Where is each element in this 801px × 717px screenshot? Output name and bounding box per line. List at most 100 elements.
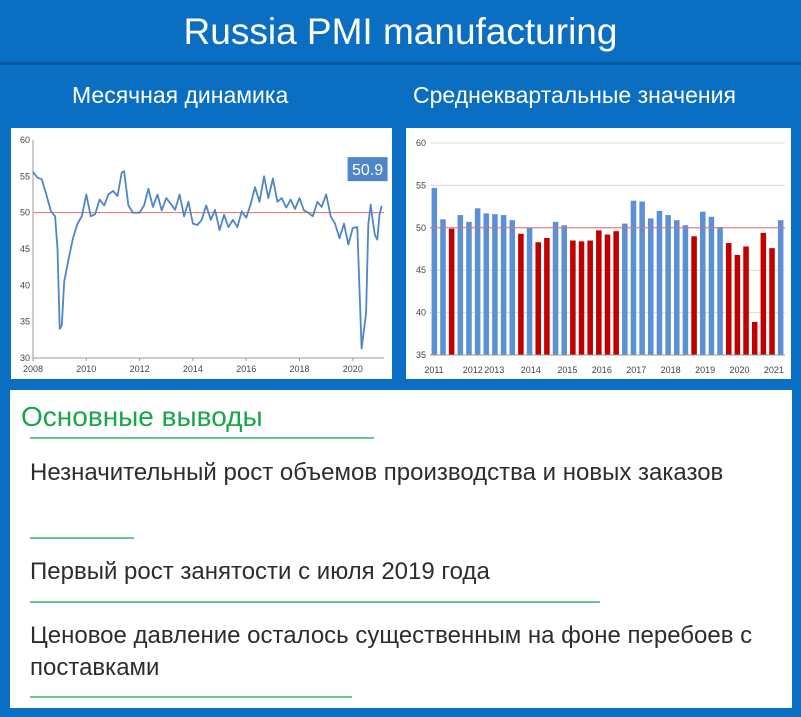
quarter-bar <box>535 242 542 355</box>
quarter-bar <box>639 201 645 355</box>
y-tick-label: 60 <box>416 138 426 148</box>
quarter-bar <box>769 248 775 355</box>
quarter-bar <box>648 218 654 355</box>
y-tick-label: 55 <box>20 171 30 181</box>
data-point <box>378 214 381 216</box>
data-point <box>61 324 63 326</box>
data-point <box>187 201 189 203</box>
x-tick-label: 2012 <box>463 365 483 375</box>
data-point <box>165 197 167 199</box>
data-point <box>132 212 134 214</box>
quarter-bar <box>665 215 671 355</box>
data-point <box>254 186 256 188</box>
data-point <box>107 193 110 196</box>
quarterly-chart-panel: 35 40 45 50 55 60 2011 2012 2013 2014 2015 2016 2017… <box>406 128 791 379</box>
quarter-bar <box>578 241 585 355</box>
quarter-bar <box>760 232 767 355</box>
data-point <box>316 201 318 203</box>
x-tick-label: 2020 <box>343 364 363 374</box>
page-title: Russia PMI manufacturing <box>183 11 618 52</box>
quarter-bar <box>596 230 602 355</box>
data-point <box>285 206 287 209</box>
last-value-callout <box>347 157 388 182</box>
data-point <box>334 222 336 225</box>
data-point <box>298 197 301 199</box>
data-point <box>376 238 378 241</box>
quarter-bar <box>613 231 619 355</box>
quarter-bar <box>708 216 715 355</box>
quarter-bar <box>587 240 593 355</box>
data-point <box>294 208 296 210</box>
data-point <box>127 204 130 206</box>
data-point <box>321 206 323 208</box>
findings-panel <box>10 390 792 708</box>
data-point <box>50 210 52 212</box>
data-point <box>241 210 243 212</box>
quarter-bar <box>777 220 784 355</box>
data-point <box>245 217 247 219</box>
data-point <box>67 259 70 261</box>
data-point <box>59 328 61 330</box>
x-tick-label: 2018 <box>289 364 309 374</box>
x-tick-label: 2018 <box>661 365 681 375</box>
data-point <box>192 222 194 225</box>
quarterly-bar-chart: 35 40 45 50 55 60 2011 2012 2013 2014 2015 2016 2017… <box>416 138 785 375</box>
quarter-bar <box>500 215 507 355</box>
y-tick-label: 35 <box>416 350 426 360</box>
data-point <box>156 193 159 196</box>
data-point <box>330 215 332 217</box>
data-point <box>94 213 96 215</box>
data-point <box>81 215 83 217</box>
data-point <box>116 195 119 197</box>
data-point <box>45 193 47 196</box>
y-tick-label: 40 <box>20 280 30 290</box>
data-point <box>258 201 261 203</box>
quarter-bar <box>561 225 567 355</box>
data-point <box>352 227 354 229</box>
data-point <box>250 203 252 205</box>
title-divider <box>0 62 801 65</box>
quarter-bar <box>691 236 697 355</box>
data-point <box>112 190 114 192</box>
quarter-bar <box>552 221 559 355</box>
y-tick-label: 45 <box>20 244 30 254</box>
findings-heading: Основные выводы <box>21 401 263 432</box>
quarter-bar <box>483 213 490 355</box>
data-point <box>123 170 125 172</box>
y-tick-label: 55 <box>416 180 426 190</box>
data-point <box>54 215 56 217</box>
data-point <box>365 312 367 314</box>
x-tick-label: 2014 <box>521 365 541 375</box>
data-point <box>232 219 234 221</box>
data-point <box>139 212 141 214</box>
data-point <box>374 234 376 236</box>
data-point <box>161 209 163 212</box>
data-point <box>343 222 345 225</box>
quarter-bar <box>431 187 438 355</box>
quarter-bar <box>518 233 524 355</box>
quarter-bar <box>656 210 663 355</box>
x-tick-label: 2012 <box>130 364 150 374</box>
quarter-bar <box>466 221 472 355</box>
data-point <box>218 229 221 231</box>
data-point <box>41 178 43 180</box>
data-point <box>290 198 292 201</box>
x-tick-label: 2020 <box>729 365 749 375</box>
data-point <box>361 347 363 350</box>
y-tick-label: 50 <box>416 223 426 233</box>
data-point <box>178 193 181 196</box>
data-point <box>303 209 305 212</box>
quarter-bar <box>570 240 576 355</box>
data-point <box>210 219 212 221</box>
x-tick-label: 2008 <box>23 364 43 374</box>
quarter-bar <box>622 223 628 355</box>
quarter-bar <box>699 211 706 355</box>
data-point <box>85 193 87 196</box>
monthly-line-chart: 30 35 40 45 50 55 60 2008 2010 2012 2014 2016 2018 20… <box>20 135 388 374</box>
data-point <box>147 188 150 190</box>
data-point <box>307 212 309 214</box>
quarter-bar <box>734 254 741 355</box>
x-tick-label: 2015 <box>557 365 577 375</box>
x-tick-label: 2010 <box>76 364 96 374</box>
y-tick-label: 35 <box>20 317 30 327</box>
